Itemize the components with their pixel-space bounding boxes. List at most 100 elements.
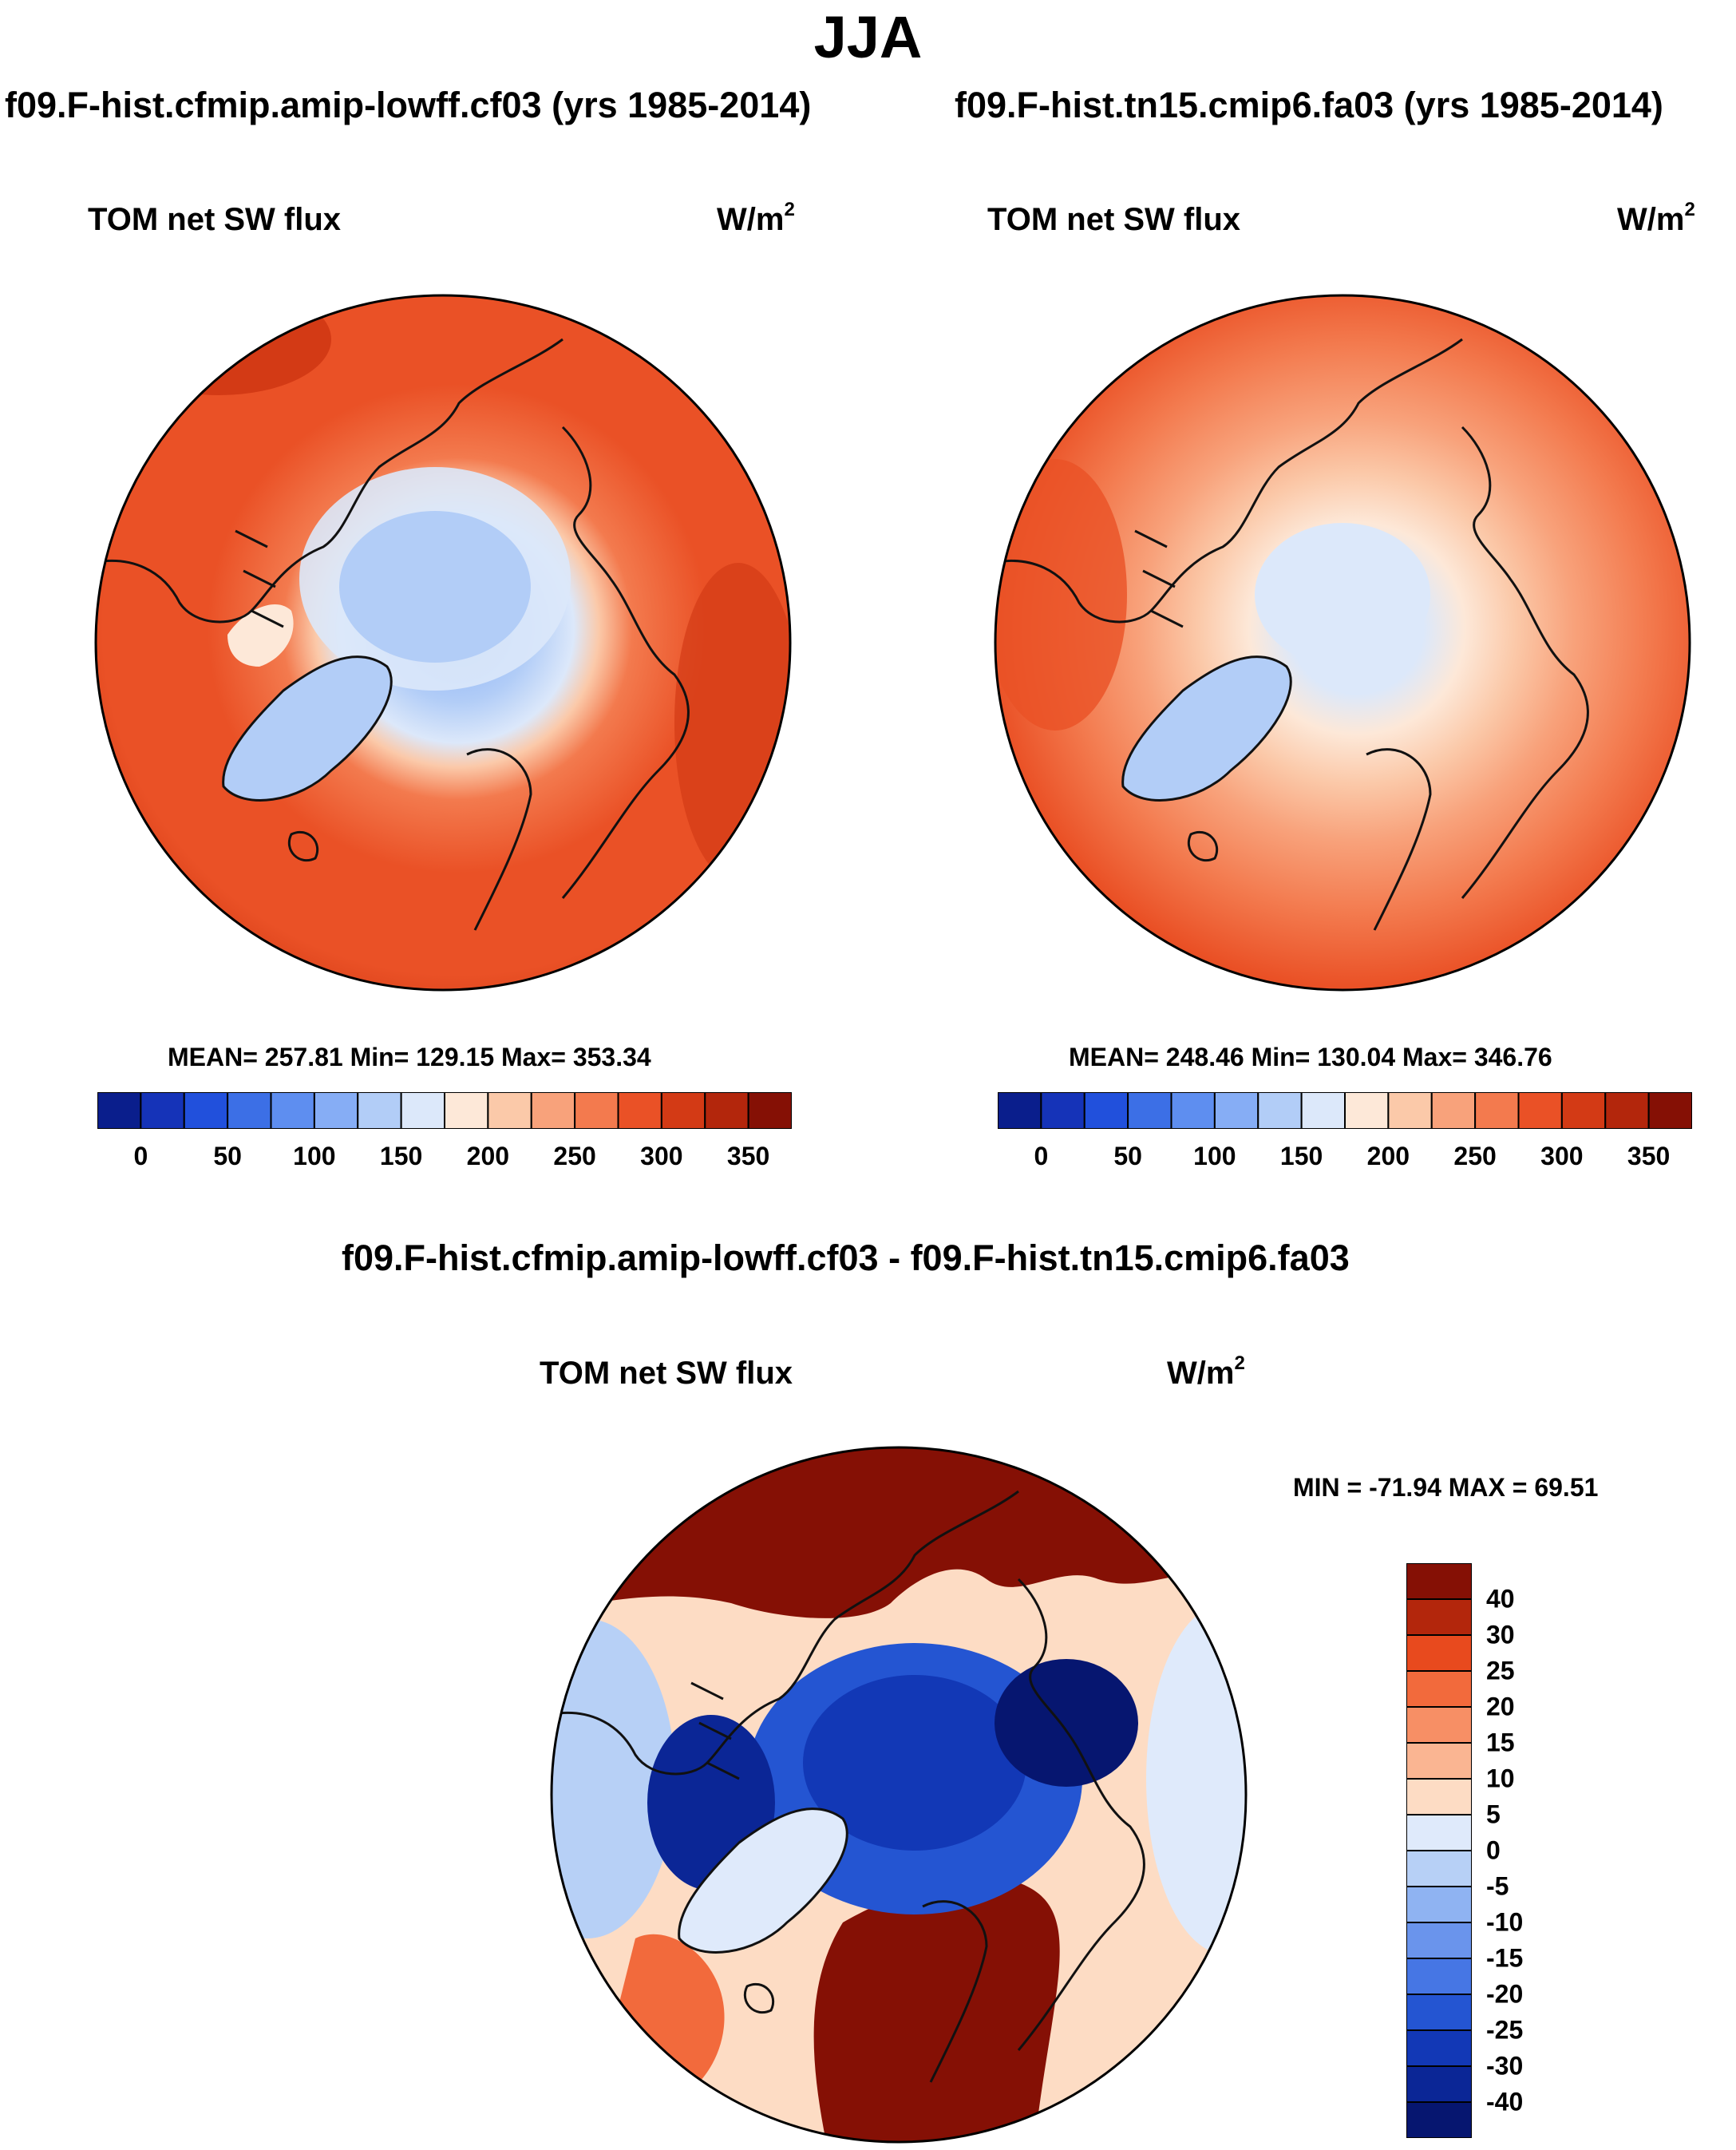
right-scandinavia-coast: [1366, 748, 1432, 931]
left-colorbar-box: [400, 1091, 445, 1130]
diff-colorbar-tick-label: -40: [1486, 2087, 1524, 2116]
diff-colorbar-box: [1406, 1886, 1473, 1923]
diff-colorbar-tick-label: -5: [1486, 1871, 1509, 1901]
right-colorbar-box: [1647, 1091, 1693, 1130]
right-colorbar-box: [1300, 1091, 1346, 1130]
left-archipelago-region: [227, 604, 294, 667]
diff-greenland-coast: [678, 1808, 848, 1954]
diff-colorbar-tick-label: 30: [1486, 1620, 1515, 1649]
left-colorbar-box: [574, 1091, 619, 1130]
diff-variable-label: TOM net SW flux: [540, 1356, 793, 1391]
right-colorbar-tick-label: 200: [1366, 1142, 1410, 1170]
right-arctic-core-region: [1255, 523, 1430, 667]
diff-colorbar-tick-label: -10: [1486, 1907, 1524, 1937]
diff-colorbar-tick-label: -25: [1486, 2015, 1524, 2045]
diff-colorbar-tick-label: 5: [1486, 1800, 1501, 1829]
diff-colorbar-boxes: [1406, 1562, 1473, 2139]
left-north-america-coast: [96, 338, 564, 624]
diff-colorbar-box: [1406, 1598, 1473, 1636]
left-greenland-coast: [222, 655, 393, 802]
right-colorbar-box: [1213, 1091, 1259, 1130]
right-colorbar-box: [1127, 1091, 1172, 1130]
diff-west-negative-region: [552, 1619, 675, 1938]
right-eurasia-coast: [1461, 426, 1589, 899]
left-colorbar-box: [487, 1091, 532, 1130]
right-colorbar-box: [1040, 1091, 1085, 1130]
left-iceland-coast: [287, 830, 319, 862]
right-colorbar-box: [1517, 1091, 1563, 1130]
right-colorbar-tick-label: 50: [1113, 1142, 1142, 1170]
right-west-high-flux-region: [995, 459, 1127, 731]
diff-colorbar-box: [1406, 1814, 1473, 1851]
difference-polar-map: [550, 1446, 1248, 2144]
left-east-high-flux-region: [674, 563, 790, 882]
diff-colorbar-box: [1406, 1670, 1473, 1708]
diff-map-border: [550, 1446, 1248, 2144]
difference-title: f09.F-hist.cfmip.amip-lowff.cf03 - f09.F…: [342, 1237, 1350, 1278]
diff-arctic-strong-negative-region: [803, 1675, 1026, 1851]
left-colorbar-tick-label: 150: [379, 1142, 423, 1170]
left-colorbar-tick-label: 0: [133, 1142, 148, 1170]
right-stats: MEAN= 248.46 Min= 130.04 Max= 346.76: [1069, 1043, 1552, 1071]
right-colorbar-tick-label: 100: [1193, 1142, 1236, 1170]
diff-colorbar-tick-label: 20: [1486, 1692, 1515, 1721]
left-colorbar-tick-label: 100: [293, 1142, 336, 1170]
right-greenland-region: [1122, 656, 1291, 801]
right-colorbar-box: [1083, 1091, 1129, 1130]
right-colorbar-box: [1560, 1091, 1607, 1130]
left-colorbar-box: [357, 1091, 402, 1130]
diff-units-label: W/m2: [1167, 1352, 1245, 1391]
right-variable-label: TOM net SW flux: [987, 202, 1241, 237]
figure-title: JJA: [813, 4, 923, 70]
diff-north-america-coast: [552, 1490, 1019, 1776]
left-stats: MEAN= 257.81 Min= 129.15 Max= 353.34: [168, 1043, 651, 1071]
left-map-border: [94, 294, 792, 992]
diff-greenland-region: [678, 1808, 848, 1953]
left-colorbar-tick-label: 50: [213, 1142, 242, 1170]
right-north-america-coast: [995, 338, 1463, 624]
right-colorbar-boxes: [997, 1091, 1693, 1130]
diff-colorbar-tick-label: -15: [1486, 1943, 1524, 1973]
diff-colorbar-tick-label: 40: [1486, 1584, 1515, 1613]
right-colorbar-box: [1474, 1091, 1520, 1130]
diff-colorbar-tick-label: -30: [1486, 2051, 1524, 2081]
diff-atlantic-positive-region: [813, 1877, 1060, 2142]
diff-east-slight-negative-region: [1146, 1603, 1246, 1954]
right-colorbar-box: [1257, 1091, 1303, 1130]
diff-colorbar-box: [1406, 1778, 1473, 1815]
right-case-title: f09.F-hist.tn15.cmip6.fa03 (yrs 1985-201…: [955, 85, 1663, 125]
left-colorbar-box: [747, 1091, 793, 1130]
diff-colorbar-tick-label: 0: [1486, 1835, 1501, 1865]
left-colorbar-box: [183, 1091, 229, 1130]
right-colorbar-box: [997, 1091, 1042, 1130]
left-colorbar-box: [530, 1091, 576, 1130]
left-polar-map: [94, 294, 792, 992]
left-colorbar: [97, 1091, 793, 1130]
left-greenland-region: [223, 656, 392, 801]
diff-colorbar-ticks: 40 30 25 20 15 10 5 0 -5 -10 -15 -20 -25 -30 -40: [1486, 1563, 1582, 2138]
left-units-label: W/m2: [717, 199, 795, 237]
left-colorbar-box: [140, 1091, 185, 1130]
right-colorbar-tick-label: 250: [1453, 1142, 1497, 1170]
diff-colorbar-box: [1406, 1742, 1473, 1780]
left-scandinavia-coast: [466, 748, 532, 931]
diff-colorbar-box: [1406, 1958, 1473, 1995]
right-islands-coast: [1134, 529, 1184, 628]
diff-colorbar-box: [1406, 1994, 1473, 2031]
diff-colorbar-box: [1406, 1634, 1473, 1672]
left-colorbar-tick-label: 250: [553, 1142, 596, 1170]
right-colorbar-box: [1604, 1091, 1650, 1130]
right-greenland-coast: [1121, 655, 1292, 802]
left-colorbar-tick-label: 200: [466, 1142, 510, 1170]
diff-islands-coast: [690, 1681, 740, 1780]
left-variable-label: TOM net SW flux: [88, 202, 342, 237]
right-colorbar-tick-label: 0: [1034, 1142, 1049, 1170]
right-units-label: W/m2: [1617, 199, 1695, 237]
left-colorbar-ticks: 0 50 100 150 200 250 300 350: [97, 1142, 792, 1174]
diff-colorbar-box: [1406, 1562, 1473, 1600]
right-polar-map: [994, 294, 1691, 992]
right-colorbar-box: [1430, 1091, 1477, 1130]
left-eurasia-coast: [561, 426, 690, 899]
left-colorbar-box: [270, 1091, 315, 1130]
left-colorbar-box: [660, 1091, 706, 1130]
